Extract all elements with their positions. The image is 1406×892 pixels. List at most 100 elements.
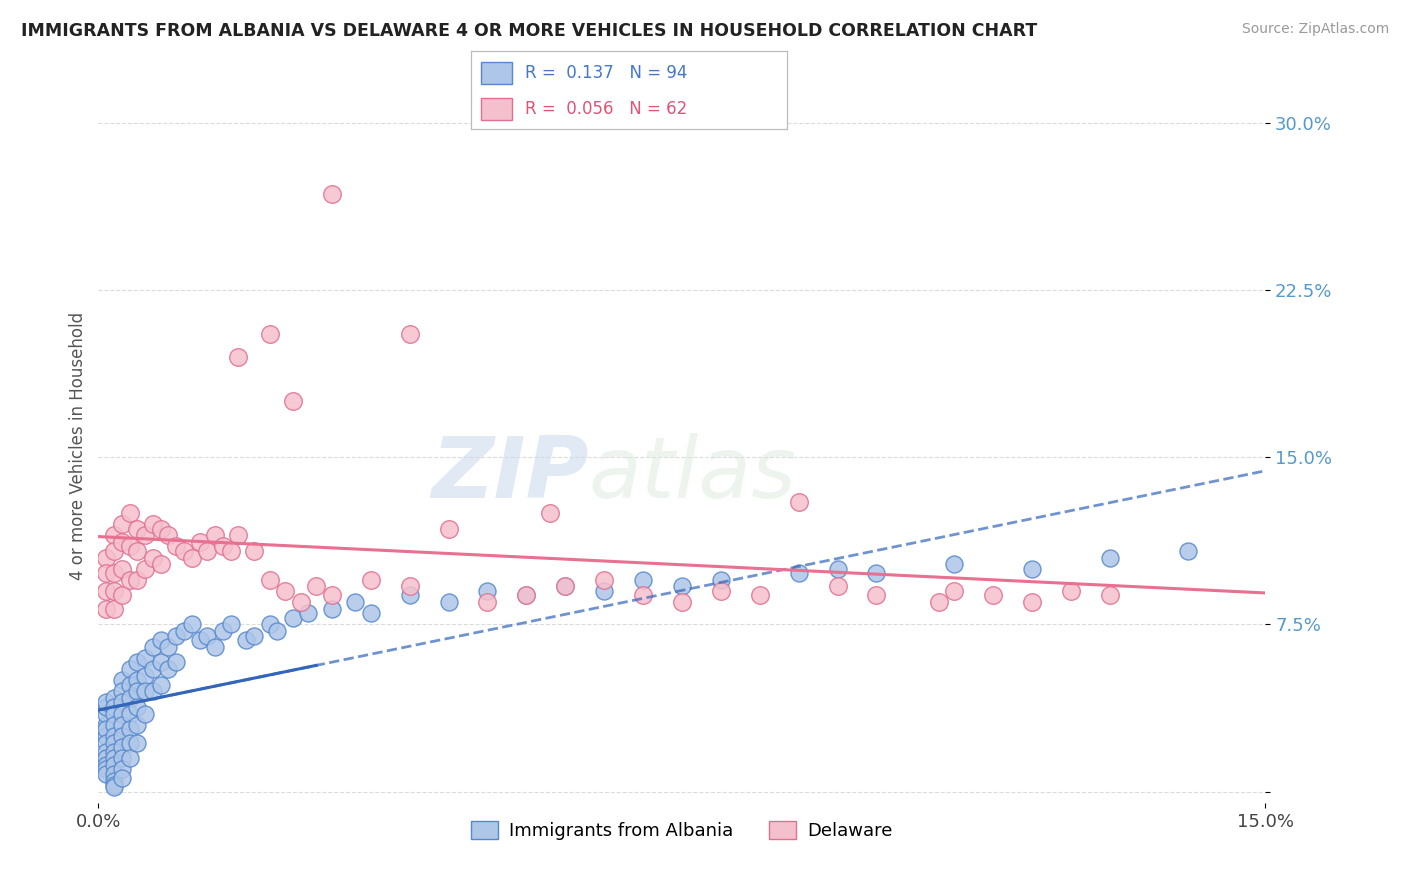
Point [710, 583, 733, 598]
Point [118, 662, 141, 676]
Point [103, 778, 125, 792]
Point [103, 735, 125, 749]
Point [96, 758, 118, 772]
Point [787, 566, 810, 580]
Text: ZIP: ZIP [430, 433, 589, 516]
Point [96, 723, 118, 737]
Point [96, 583, 118, 598]
Text: Source: ZipAtlas.com: Source: ZipAtlas.com [1241, 22, 1389, 37]
Point [228, 350, 250, 364]
Point [515, 589, 537, 603]
Point [243, 628, 266, 642]
Point [127, 543, 149, 558]
Point [111, 717, 134, 731]
Point [96, 699, 118, 714]
Point [219, 617, 242, 632]
Point [360, 607, 382, 621]
Point [118, 706, 141, 721]
Point [111, 562, 134, 576]
Point [111, 696, 134, 710]
Point [981, 589, 1004, 603]
Point [671, 595, 693, 609]
Point [96, 762, 118, 776]
Point [111, 517, 134, 532]
Point [710, 573, 733, 587]
Point [290, 595, 312, 609]
Point [259, 327, 281, 342]
Point [228, 528, 250, 542]
Point [127, 573, 149, 587]
Point [437, 595, 460, 609]
Point [149, 521, 172, 535]
Point [96, 767, 118, 781]
Point [631, 573, 654, 587]
Text: IMMIGRANTS FROM ALBANIA VS DELAWARE 4 OR MORE VEHICLES IN HOUSEHOLD CORRELATION : IMMIGRANTS FROM ALBANIA VS DELAWARE 4 OR… [21, 22, 1038, 40]
Point [103, 767, 125, 781]
Point [142, 684, 165, 698]
Point [173, 543, 195, 558]
Point [477, 583, 499, 598]
Point [1098, 589, 1121, 603]
Point [274, 583, 297, 598]
Point [344, 595, 367, 609]
Point [157, 528, 180, 542]
Point [134, 651, 156, 665]
Point [195, 543, 218, 558]
Point [127, 717, 149, 731]
Point [127, 684, 149, 698]
Point [593, 573, 616, 587]
Point [305, 580, 328, 594]
Text: atlas: atlas [589, 433, 797, 516]
Point [103, 729, 125, 743]
Point [149, 633, 172, 648]
Point [827, 580, 849, 594]
Point [297, 607, 319, 621]
Point [96, 717, 118, 731]
Point [157, 640, 180, 654]
Point [195, 628, 218, 642]
Point [118, 573, 141, 587]
Point [127, 673, 149, 687]
Point [212, 539, 235, 553]
FancyBboxPatch shape [481, 62, 512, 84]
Point [321, 186, 343, 201]
Point [165, 628, 187, 642]
Point [103, 751, 125, 765]
Point [671, 580, 693, 594]
Point [398, 580, 420, 594]
Point [134, 669, 156, 683]
Point [111, 589, 134, 603]
Point [103, 566, 125, 580]
Point [180, 617, 202, 632]
Point [103, 773, 125, 788]
Point [398, 589, 420, 603]
Point [103, 758, 125, 772]
Point [259, 573, 281, 587]
Point [165, 655, 187, 669]
Text: R =  0.137   N = 94: R = 0.137 N = 94 [524, 64, 688, 82]
Point [103, 706, 125, 721]
Point [111, 751, 134, 765]
Point [748, 589, 770, 603]
Point [103, 699, 125, 714]
Point [928, 595, 950, 609]
Point [188, 534, 211, 549]
Point [1177, 543, 1199, 558]
Point [204, 528, 226, 542]
Point [118, 678, 141, 692]
Point [134, 684, 156, 698]
Point [111, 771, 134, 786]
Point [118, 506, 141, 520]
Point [118, 690, 141, 705]
Point [142, 550, 165, 565]
Legend: Immigrants from Albania, Delaware: Immigrants from Albania, Delaware [464, 814, 900, 847]
Point [437, 521, 460, 535]
Point [103, 583, 125, 598]
Point [554, 580, 576, 594]
FancyBboxPatch shape [481, 98, 512, 120]
Text: R =  0.056   N = 62: R = 0.056 N = 62 [524, 100, 688, 118]
Point [266, 624, 288, 639]
Point [103, 690, 125, 705]
Point [149, 678, 172, 692]
Point [103, 601, 125, 615]
